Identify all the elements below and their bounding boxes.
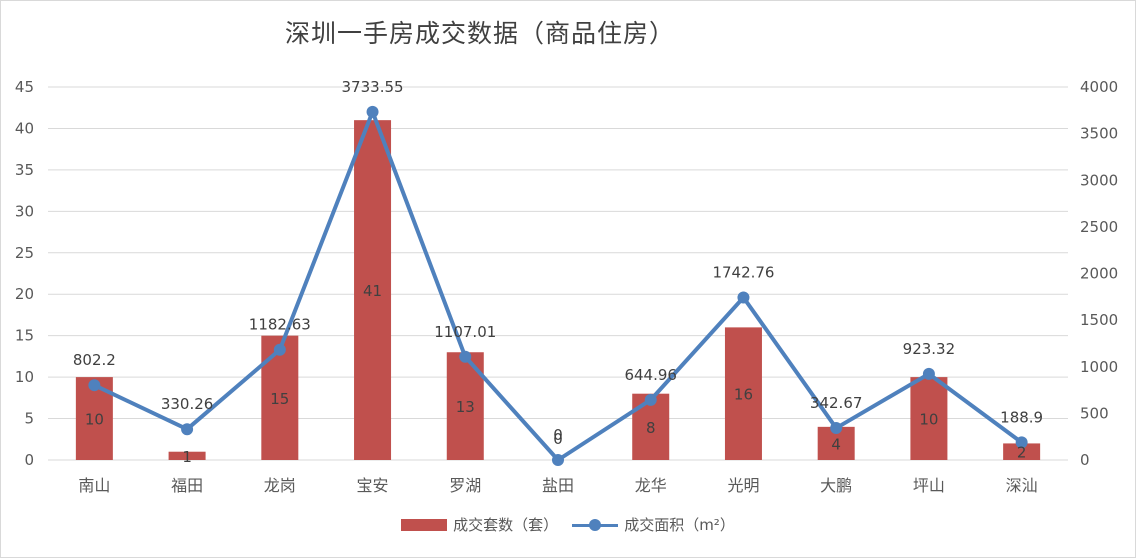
line-point: [644, 393, 657, 406]
line-series: [93, 109, 1023, 462]
chart-title: 深圳一手房成交数据（商品住房）: [284, 19, 675, 48]
x-category-label: 福田: [171, 476, 203, 495]
y-left-tick-label: 10: [15, 368, 34, 386]
line-point: [737, 291, 750, 304]
bar-data-label: 13: [456, 398, 475, 416]
y-left-tick-label: 0: [24, 451, 34, 469]
y-right-tick-label: 1500: [1080, 311, 1118, 329]
y-left-tick-label: 40: [15, 119, 34, 137]
bar: [1003, 443, 1041, 460]
line-data-label: 802.2: [73, 351, 116, 369]
y-right-tick-label: 1000: [1080, 358, 1118, 376]
legend-item-line: 成交面积（m²）: [572, 514, 735, 535]
line-data-label: 330.26: [161, 395, 214, 413]
legend-item-bar: 成交套数（套）: [401, 514, 558, 535]
x-category-label: 罗湖: [449, 476, 481, 495]
bar: [168, 451, 206, 460]
y-right-tick-label: 0: [1080, 451, 1090, 469]
x-category-label: 宝安: [357, 476, 389, 495]
line-point: [1015, 436, 1028, 449]
y-right-tick-label: 3500: [1080, 125, 1118, 143]
line-point: [552, 454, 564, 466]
y-left-tick-label: 25: [15, 244, 34, 262]
line-data-label: 342.67: [810, 394, 863, 412]
y-right-tick-label: 2500: [1080, 218, 1118, 236]
line-point: [922, 367, 935, 380]
line-point: [830, 422, 843, 435]
bar-data-label: 10: [919, 411, 938, 429]
line-data-label: 644.96: [624, 366, 677, 384]
legend: 成交套数（套） 成交面积（m²）: [0, 514, 1136, 535]
line-point: [459, 350, 472, 363]
y-left-tick-label: 45: [15, 78, 34, 96]
combo-chart: 0510152025303540450500100015002000250030…: [15, 78, 1118, 495]
bar-data-label: 15: [270, 390, 289, 408]
legend-line-label: 成交面积（m²）: [624, 516, 735, 534]
bar-data-label: 2: [1017, 444, 1027, 462]
x-category-label: 深汕: [1006, 476, 1038, 495]
bar-data-label: 1: [182, 448, 192, 466]
x-category-label: 南山: [78, 476, 110, 495]
bar-data-label: 0: [553, 430, 563, 448]
x-category-label: 大鹏: [820, 476, 852, 495]
line-data-label: 188.9: [1000, 408, 1043, 426]
y-right-tick-label: 500: [1080, 404, 1109, 422]
y-left-tick-label: 20: [15, 285, 34, 303]
y-left-tick-label: 35: [15, 161, 34, 179]
bar-data-label: 4: [831, 435, 841, 453]
bar-data-label: 10: [85, 411, 104, 429]
legend-bar-label: 成交套数（套）: [453, 516, 559, 534]
bar-data-label: 8: [646, 419, 656, 437]
bar: [724, 327, 762, 460]
y-left-tick-label: 5: [24, 410, 34, 428]
legend-bar-swatch: [401, 518, 448, 531]
legend-line-swatch: [572, 518, 619, 531]
x-category-label: 光明: [727, 476, 759, 495]
line-data-label: 1107.01: [434, 323, 496, 341]
bar: [910, 377, 948, 460]
line-data-label: 923.32: [903, 340, 956, 358]
y-right-tick-label: 2000: [1080, 265, 1118, 283]
x-category-label: 坪山: [913, 476, 945, 495]
x-category-label: 盐田: [542, 476, 574, 495]
x-category-label: 龙华: [635, 476, 667, 495]
line-data-label: 0: [553, 426, 563, 444]
bar-data-label: 41: [363, 282, 382, 300]
bar-data-label: 16: [734, 386, 753, 404]
bar: [354, 120, 392, 461]
line-data-label: 1182.63: [249, 316, 311, 334]
x-category-label: 龙岗: [264, 476, 296, 495]
y-right-tick-label: 4000: [1080, 78, 1118, 96]
bar: [261, 335, 299, 460]
y-left-tick-label: 15: [15, 327, 34, 345]
line-point: [181, 423, 194, 436]
line-data-label: 1742.76: [712, 263, 774, 281]
y-right-tick-label: 3000: [1080, 171, 1118, 189]
line-point: [366, 105, 379, 118]
line-point: [88, 379, 101, 392]
line-data-label: 3733.55: [342, 78, 404, 96]
line-point: [273, 343, 286, 356]
y-left-tick-label: 30: [15, 202, 34, 220]
